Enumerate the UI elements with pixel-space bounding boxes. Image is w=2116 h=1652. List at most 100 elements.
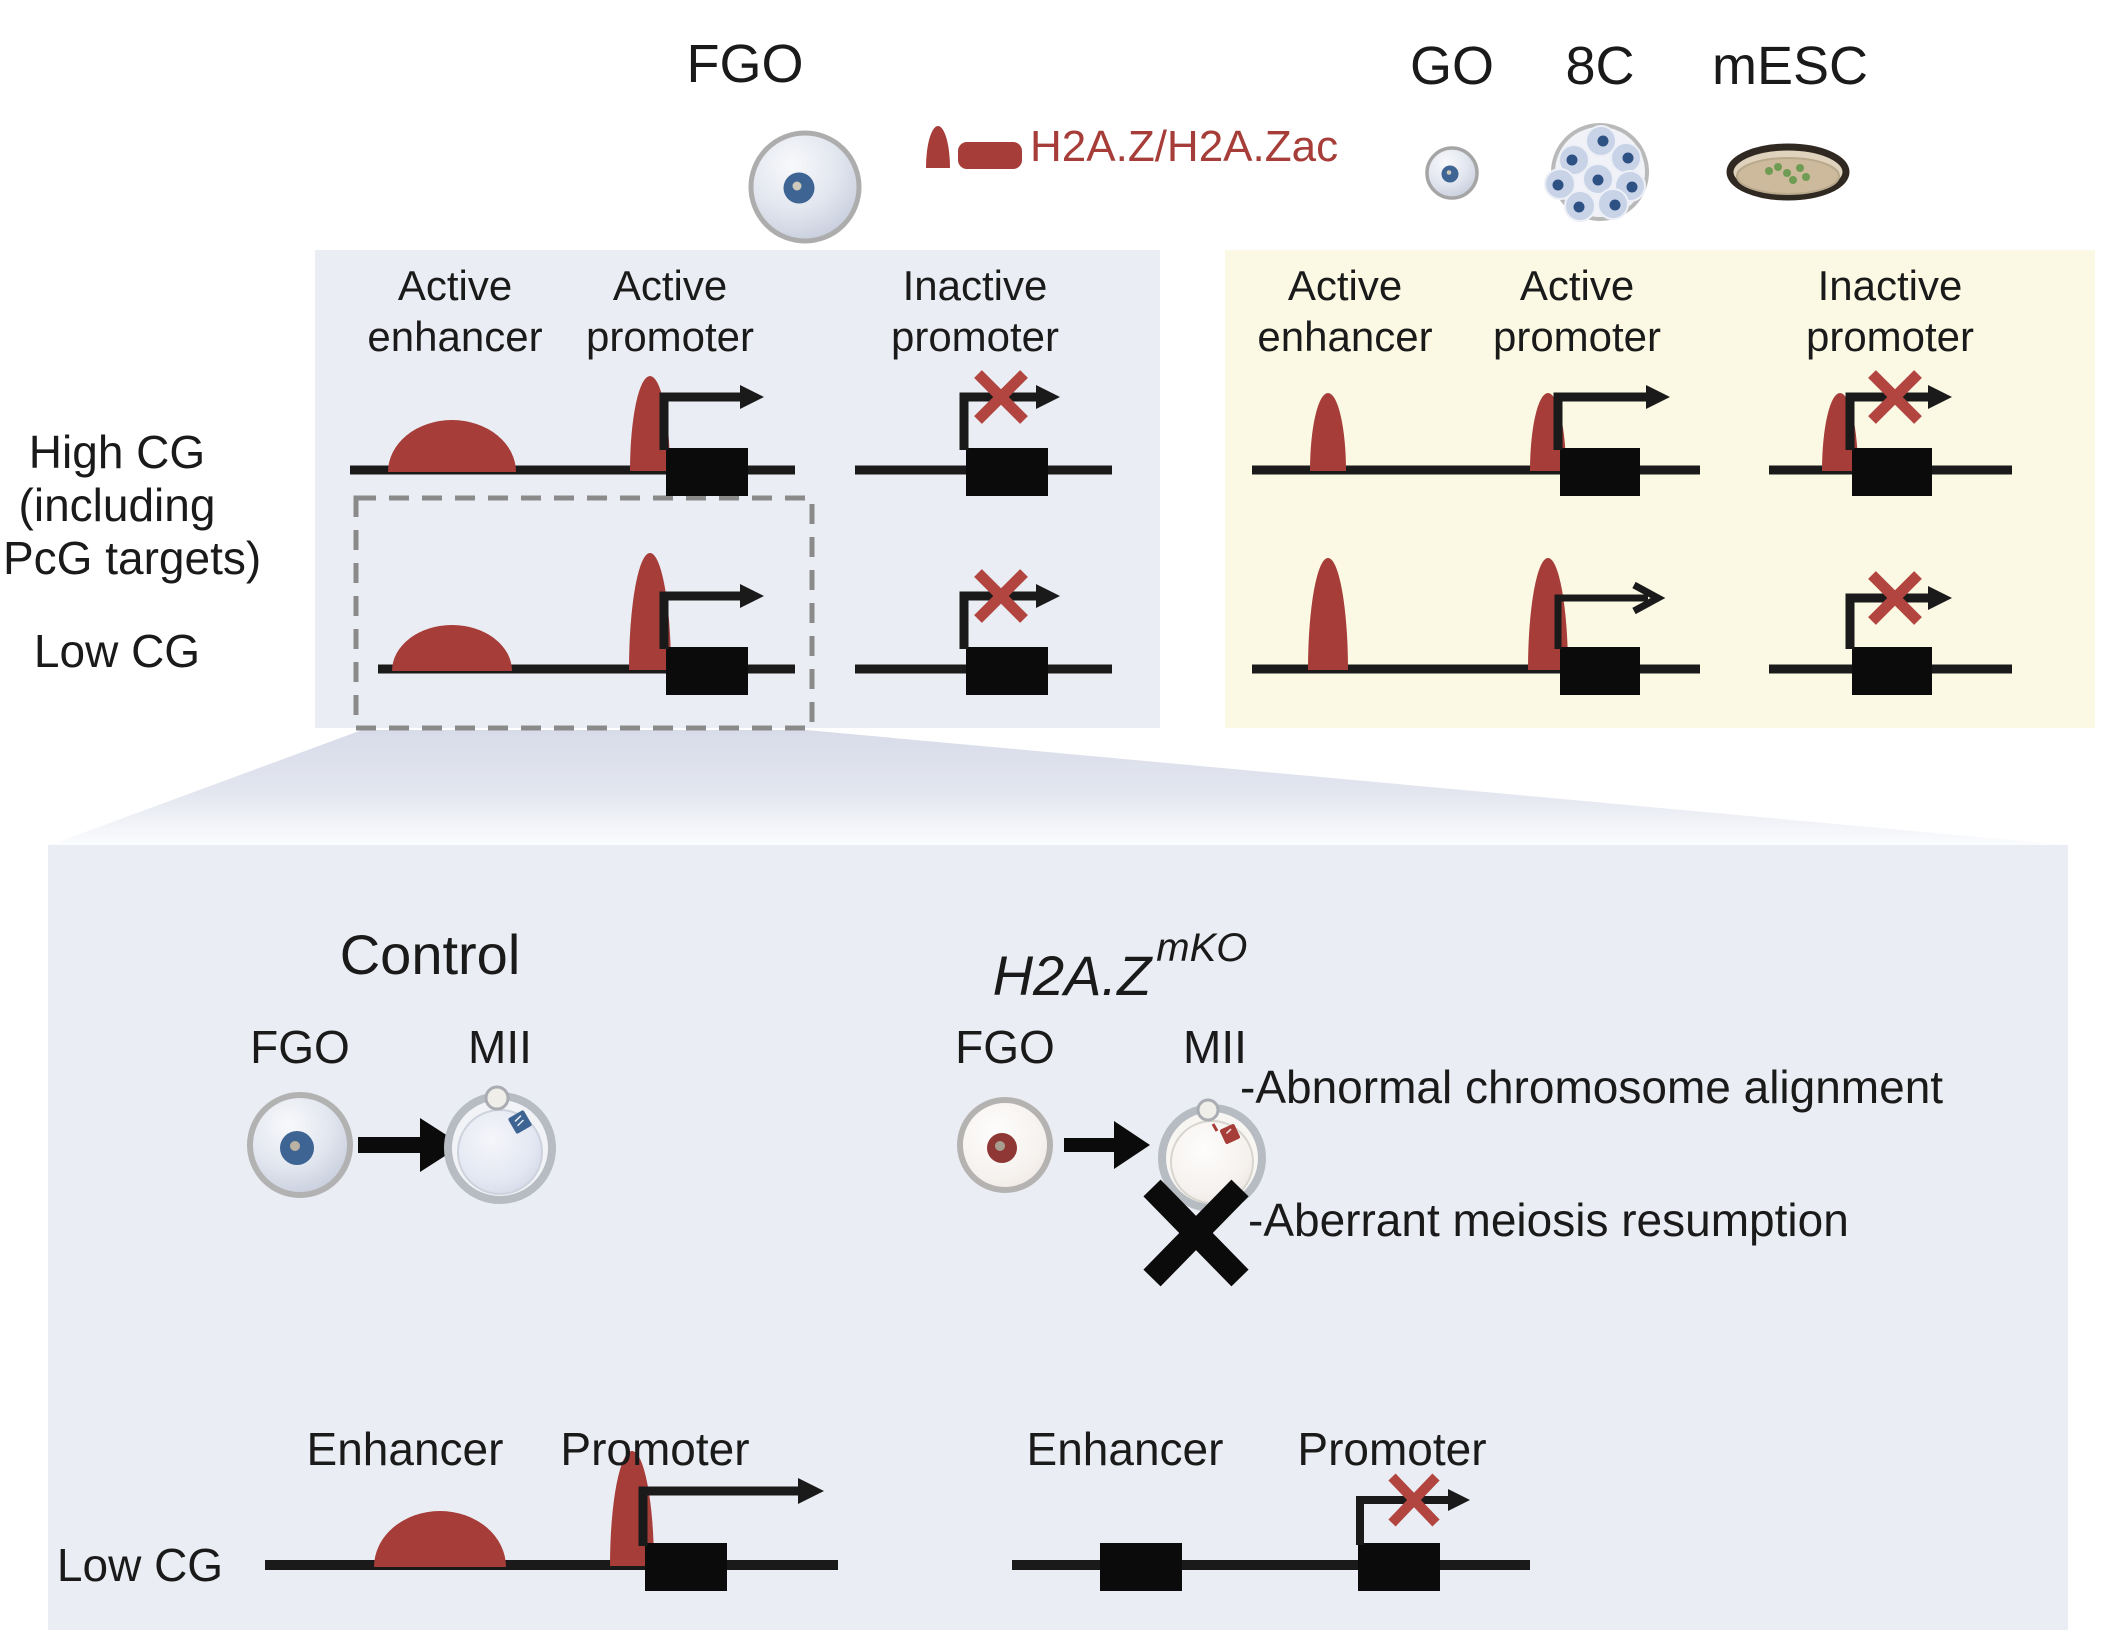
polar-body-icon — [1196, 1098, 1220, 1122]
transcription-arrow — [959, 591, 1036, 649]
finding-abnormal-alignment: -Abnormal chromosome alignment — [1240, 1061, 1944, 1113]
column-header-line: enhancer — [1257, 313, 1433, 360]
gene-box — [666, 448, 748, 496]
bottom-panel-bg — [48, 845, 2068, 1630]
gene-box — [1852, 647, 1932, 695]
gene-box — [1560, 448, 1640, 496]
polar-body-icon — [484, 1085, 510, 1111]
row-label-high-cg: High CG (including PcG targets) — [3, 426, 262, 585]
control-fgo-cell-icon — [247, 1092, 353, 1198]
control-title: Control — [339, 923, 521, 986]
enhancer-dome-icon — [388, 420, 516, 472]
inactive-x-icon — [974, 569, 1028, 623]
enhancer-peak-icon — [1308, 558, 1348, 670]
eight-cell-embryo-icon — [1544, 123, 1649, 222]
bottom-low-cg-label: Low CG — [56, 1539, 224, 1591]
column-header-line: enhancer — [367, 313, 543, 360]
fgo-highcg-inactive-model — [855, 370, 1112, 496]
control-enhancer-label: Enhancer — [306, 1423, 504, 1475]
fgo-title: FGO — [686, 34, 804, 94]
legend-h2az-peak-icon — [926, 126, 950, 168]
fgo-highcg-active-model — [350, 376, 795, 496]
inactive-x-icon — [1868, 571, 1922, 625]
control-lowcg-model — [265, 1451, 838, 1591]
column-header-line: promoter — [1805, 313, 1975, 360]
row-label-low-cg: Low CG — [33, 625, 201, 677]
gene-box — [966, 448, 1048, 496]
transcription-arrow — [1554, 594, 1648, 649]
mesc-dish-icon — [1726, 143, 1850, 201]
zoom-funnel — [50, 730, 2066, 845]
row-label-line: High CG — [28, 426, 206, 478]
control-promoter-label: Promoter — [560, 1423, 750, 1475]
mko-lowcg-model — [1012, 1473, 1530, 1591]
column-header-line: Inactive — [1817, 262, 1963, 309]
gene-box — [645, 1543, 727, 1591]
embryo-col-active-promoter: Active promoter — [1467, 260, 1687, 362]
fgo-col-active-enhancer: Active enhancer — [345, 260, 565, 362]
column-header-line: Active — [397, 262, 513, 309]
inactive-x-icon — [1388, 1473, 1440, 1527]
go-title: GO — [1409, 36, 1494, 96]
control-mii-label: MII — [468, 1021, 532, 1073]
column-header-line: promoter — [890, 313, 1060, 360]
dashed-highlight-box — [353, 495, 815, 731]
mko-title-superscript: mKO — [1156, 926, 1248, 970]
mko-fgo-label: FGO — [955, 1021, 1055, 1073]
gene-box — [1560, 647, 1640, 695]
transcription-arrow — [638, 1486, 798, 1546]
fgo-lowcg-active-model — [378, 553, 795, 695]
control-transition-arrow — [358, 1118, 462, 1172]
column-header-line: promoter — [1492, 313, 1662, 360]
embryo-highcg-models — [1252, 370, 2012, 496]
eight-cell-title: 8C — [1565, 36, 1635, 96]
fgo-col-inactive-promoter: Inactive promoter — [865, 260, 1085, 362]
transcription-arrow — [1553, 392, 1646, 450]
spindle-icon — [508, 1110, 532, 1134]
transcription-arrow — [659, 591, 740, 649]
inactive-x-icon — [974, 370, 1028, 424]
mko-mii-label: MII — [1183, 1021, 1247, 1073]
control-mii-cell-icon — [444, 1085, 556, 1204]
row-label-line: (including — [18, 479, 216, 531]
gene-box — [666, 647, 748, 695]
column-header-line: Active — [1519, 262, 1635, 309]
inactive-x-icon — [1868, 370, 1922, 424]
column-header-line: Active — [1287, 262, 1403, 309]
gene-box — [1358, 1543, 1440, 1591]
enhancer-peak-icon — [1310, 393, 1346, 471]
mko-promoter-label: Promoter — [1297, 1423, 1487, 1475]
enhancer-box — [1100, 1543, 1182, 1591]
embryo-lowcg-models — [1252, 558, 2012, 695]
embryo-panel-bg — [1225, 250, 2095, 728]
go-oocyte-icon — [1425, 146, 1479, 200]
mko-enhancer-label: Enhancer — [1026, 1423, 1224, 1475]
fgo-lowcg-inactive-model — [855, 569, 1112, 695]
legend-label: H2A.Z/H2A.Zac — [1030, 122, 1339, 171]
column-header-line: Active — [612, 262, 728, 309]
gene-box — [966, 647, 1048, 695]
failure-x-icon — [1143, 1179, 1249, 1287]
spindle-icon — [1220, 1124, 1240, 1144]
enhancer-dome-icon — [374, 1511, 506, 1567]
transcription-arrow — [959, 392, 1036, 450]
mko-title-base: H2A.Z — [992, 944, 1152, 1007]
legend-h2azac-domain-icon — [958, 142, 1022, 169]
transcription-arrow — [659, 392, 740, 450]
column-header-line: Inactive — [902, 262, 1048, 309]
mko-title: H2A.Z mKO — [930, 926, 1310, 1008]
column-header-line: promoter — [585, 313, 755, 360]
control-fgo-label: FGO — [250, 1021, 350, 1073]
fgo-col-active-promoter: Active promoter — [560, 260, 780, 362]
mko-transition-arrow — [1064, 1121, 1150, 1169]
enhancer-dome-icon — [392, 625, 512, 671]
mesc-title: mESC — [1711, 36, 1868, 96]
gene-box — [1852, 448, 1932, 496]
row-label-line: PcG targets) — [3, 532, 262, 584]
mko-fgo-cell-icon — [957, 1097, 1053, 1193]
finding-aberrant-meiosis: -Aberrant meiosis resumption — [1248, 1194, 1849, 1246]
fgo-oocyte-icon — [748, 130, 862, 244]
embryo-col-active-enhancer: Active enhancer — [1235, 260, 1455, 362]
